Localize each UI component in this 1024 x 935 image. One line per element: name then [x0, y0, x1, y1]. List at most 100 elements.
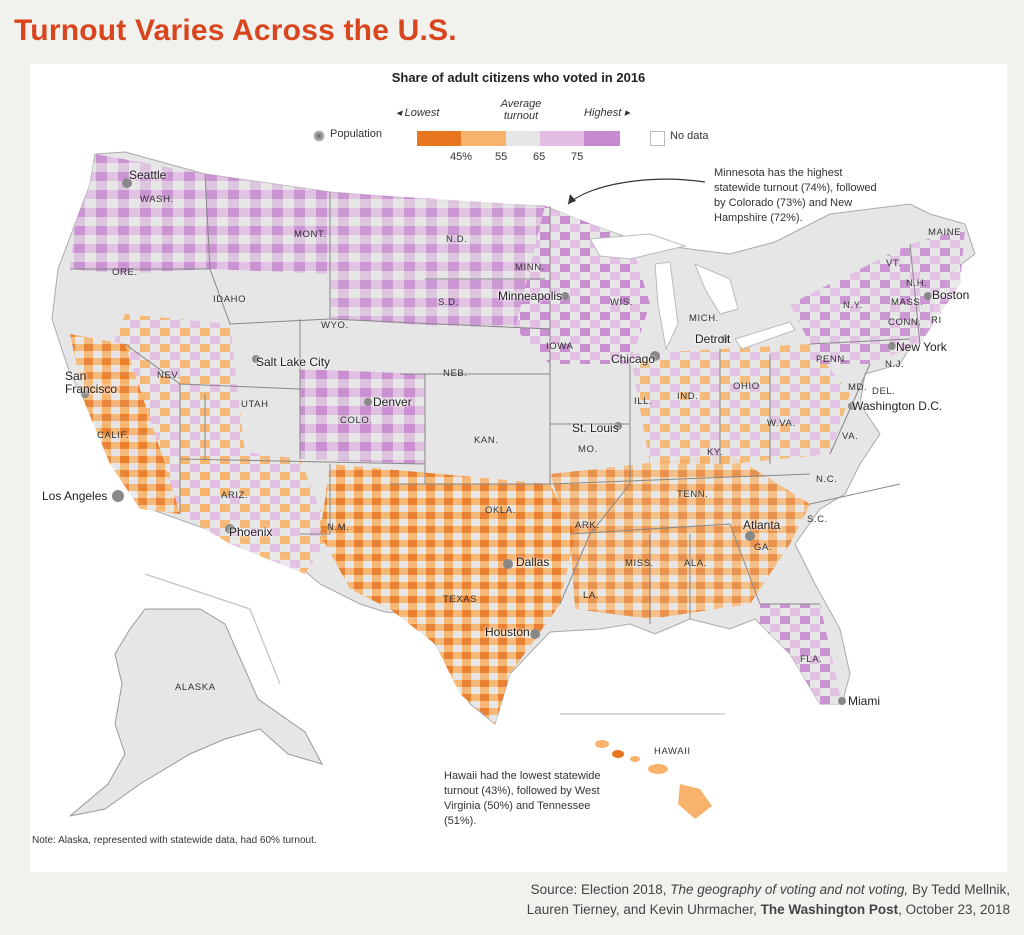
- chart-title: Share of adult citizens who voted in 201…: [391, 70, 646, 85]
- state-label-md: MD.: [848, 382, 868, 393]
- population-icon: [313, 130, 325, 142]
- state-label-ind: IND.: [677, 391, 699, 402]
- state-label-ore: ORE.: [112, 267, 138, 278]
- state-label-texas: TEXAS: [443, 594, 478, 605]
- state-label-mich: MICH.: [689, 313, 719, 324]
- state-label-penn: PENN.: [816, 354, 849, 365]
- state-label-okla: OKLA.: [485, 505, 516, 516]
- state-label-vt: VT.: [886, 258, 902, 269]
- city-label-houston: Houston: [485, 625, 530, 639]
- region-texas-oklahoma: [320, 464, 575, 724]
- legend-highest: Highest ▸: [584, 107, 630, 119]
- state-label-calif: CALIF.: [97, 430, 130, 441]
- state-label-neb: NEB.: [443, 368, 468, 379]
- state-label-nc: N.C.: [816, 474, 838, 485]
- state-label-hawaii: HAWAII: [654, 746, 691, 757]
- state-label-mo: MO.: [578, 444, 598, 455]
- legend-swatch-4: [540, 131, 584, 146]
- state-label-ny: N.Y.: [843, 300, 863, 311]
- state-label-sd: S.D.: [438, 297, 459, 308]
- state-label-conn: CONN.: [888, 317, 922, 328]
- state-label-ohio: OHIO: [733, 381, 760, 392]
- map-panel: Share of adult citizens who voted in 201…: [30, 64, 1007, 872]
- state-label-nh: N.H.: [906, 278, 928, 289]
- source-prefix: Source: Election 2018,: [530, 882, 671, 897]
- state-label-idaho: IDAHO: [213, 294, 247, 305]
- state-label-del: DEL.: [872, 386, 896, 397]
- minnesota-arrow: [567, 178, 706, 205]
- legend-swatch-2: [461, 131, 506, 146]
- source-credit: Source: Election 2018, The geography of …: [527, 880, 1010, 920]
- legend-swatch-3: [506, 131, 540, 146]
- city-label-dallas: Dallas: [516, 555, 550, 569]
- city-label-phoenix: Phoenix: [229, 525, 273, 539]
- alaska-note: Note: Alaska, represented with statewide…: [32, 835, 317, 846]
- city-label-minneapolis: Minneapolis: [498, 289, 563, 303]
- alaska-shape: [69, 608, 323, 817]
- lake-superior: [589, 233, 687, 260]
- lake-huron: [694, 263, 739, 315]
- state-label-fla: FLA.: [800, 654, 823, 665]
- source-authors-2: Lauren Tierney, and Kevin Uhrmacher,: [526, 902, 761, 917]
- state-label-tenn: TENN.: [677, 489, 709, 500]
- legend-nodata: No data: [670, 130, 709, 142]
- state-boundaries: [70, 173, 921, 624]
- legend-tick-65: 65: [533, 151, 546, 163]
- region-northwest: [70, 154, 330, 274]
- state-label-nj: N.J.: [885, 359, 905, 370]
- region-southwest: [180, 444, 330, 574]
- state-label-va: VA.: [842, 431, 859, 442]
- legend-tick-75: 75: [571, 151, 584, 163]
- city-label-chicago: Chicago: [611, 352, 656, 366]
- legend-lowest: ◂ Lowest: [396, 107, 440, 119]
- state-label-ill: ILL.: [634, 396, 653, 407]
- us-map: [51, 151, 976, 819]
- state-label-ark: ARK.: [575, 520, 600, 531]
- legend-swatch-1: [417, 131, 461, 146]
- lake-erie: [734, 321, 796, 350]
- state-label-la: LA.: [583, 590, 600, 601]
- state-label-alaska: ALASKA: [175, 682, 216, 693]
- source-date: , October 23, 2018: [898, 902, 1010, 917]
- region-midwest-east: [630, 344, 850, 464]
- region-northern-plains: [330, 192, 550, 329]
- city-label-salt-lake-city: Salt Lake City: [256, 355, 331, 369]
- state-label-ala: ALA.: [684, 558, 707, 569]
- city-label-san-francisco: San Francisco: [65, 369, 118, 396]
- state-label-ariz: ARIZ.: [221, 490, 249, 501]
- state-label-ky: KY.: [707, 447, 723, 458]
- state-label-wis: WIS.: [610, 297, 633, 308]
- city-label-washington-dc: Washington D.C.: [852, 399, 943, 413]
- page-title: Turnout Varies Across the U.S.: [14, 14, 457, 47]
- state-label-ga: GA.: [754, 542, 773, 553]
- legend-average: Average turnout: [500, 98, 542, 122]
- city-label-denver: Denver: [373, 395, 412, 409]
- region-colorado: [300, 369, 425, 464]
- source-authors-1: By Tedd Mellnik,: [908, 882, 1010, 897]
- source-publisher: The Washington Post: [760, 902, 899, 917]
- state-label-mass: MASS.: [891, 297, 924, 308]
- legend-swatch-5: [584, 131, 620, 146]
- city-label-new-york: New York: [896, 340, 947, 354]
- state-label-nd: N.D.: [446, 234, 468, 245]
- region-florida: [760, 604, 842, 704]
- state-label-utah: UTAH: [241, 399, 269, 410]
- legend-nodata-swatch: [650, 131, 665, 146]
- population-dots: [81, 178, 932, 705]
- city-label-boston: Boston: [932, 288, 970, 302]
- state-label-nm: N.M.: [327, 522, 350, 533]
- state-label-iowa: IOWA: [546, 341, 574, 352]
- state-label-wyo: WYO.: [321, 320, 349, 331]
- city-label-detroit: Detroit: [695, 332, 731, 346]
- state-label-sc: S.C.: [807, 514, 828, 525]
- state-label-wva: W.VA.: [767, 418, 796, 429]
- state-label-wash: WASH.: [140, 194, 174, 205]
- source-article: The geography of voting and not voting,: [670, 882, 909, 897]
- region-california: [70, 334, 180, 514]
- state-label-kan: KAN.: [474, 435, 499, 446]
- state-label-nev: NEV.: [157, 370, 181, 381]
- legend-tick-55: 55: [495, 151, 508, 163]
- state-label-maine: MAINE: [928, 227, 962, 238]
- lake-michigan: [654, 261, 679, 351]
- state-label-miss: MISS.: [625, 558, 654, 569]
